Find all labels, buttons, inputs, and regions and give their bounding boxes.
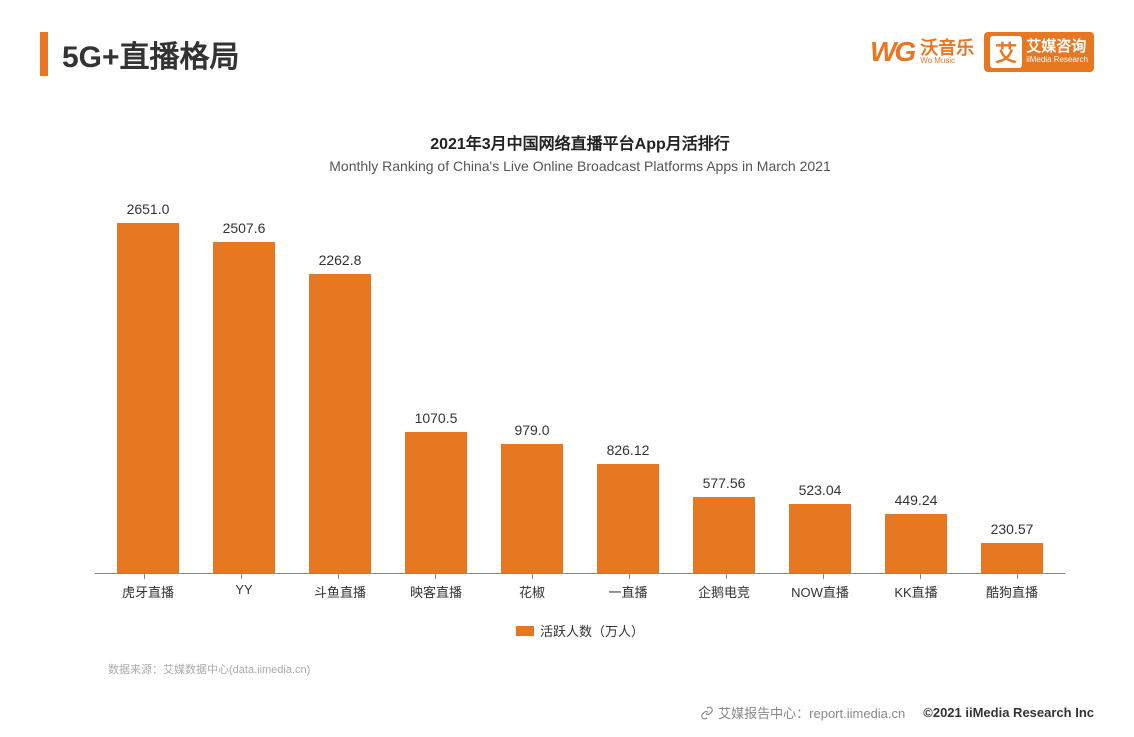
womusic-en: Wo Music: [920, 57, 974, 65]
bar-value-label: 230.57: [991, 521, 1034, 537]
data-source: 数据来源：艾媒数据中心(data.iimedia.cn): [108, 661, 310, 677]
bar-group: 826.12: [585, 442, 671, 573]
bar-group: 577.56: [681, 475, 767, 573]
accent-bar: [40, 32, 48, 76]
bar-group: 230.57: [969, 521, 1055, 573]
chart-title-en: Monthly Ranking of China's Live Online B…: [95, 158, 1065, 174]
report-center-text: 艾媒报告中心：report.iimedia.cn: [718, 703, 905, 722]
x-tick: [532, 573, 533, 579]
legend: 活跃人数（万人）: [95, 621, 1065, 640]
bar-group: 979.0: [489, 422, 575, 573]
header: 5G+直播格局 WG 沃音乐 Wo Music 艾 艾媒咨询 iiMedia R…: [0, 0, 1134, 76]
footer: 艾媒报告中心：report.iimedia.cn ©2021 iiMedia R…: [700, 703, 1094, 722]
x-tick: [629, 573, 630, 579]
bar: [597, 464, 659, 573]
x-tick: [241, 573, 242, 579]
report-center-link: 艾媒报告中心：report.iimedia.cn: [700, 703, 905, 722]
bar-value-label: 523.04: [799, 482, 842, 498]
x-tick: [435, 573, 436, 579]
x-tick: [726, 573, 727, 579]
x-tick: [823, 573, 824, 579]
bar-value-label: 1070.5: [415, 410, 458, 426]
x-label: 花椒: [489, 582, 575, 601]
bar-value-label: 2507.6: [223, 220, 266, 236]
bar: [981, 543, 1043, 573]
x-tick: [920, 573, 921, 579]
bar-group: 2507.6: [201, 220, 287, 573]
bar-value-label: 826.12: [607, 442, 650, 458]
bar: [117, 223, 179, 573]
x-label: 酷狗直播: [969, 582, 1055, 601]
x-label: 映客直播: [393, 582, 479, 601]
x-tick: [144, 573, 145, 579]
x-label: 企鹅电竞: [681, 582, 767, 601]
bar-group: 1070.5: [393, 410, 479, 573]
legend-swatch: [516, 626, 534, 636]
bar-group: 449.24: [873, 492, 959, 573]
womusic-cn: 沃音乐: [920, 39, 974, 57]
x-label: KK直播: [873, 582, 959, 601]
x-label: 虎牙直播: [105, 582, 191, 601]
chart-title-cn: 2021年3月中国网络直播平台App月活排行: [95, 130, 1065, 154]
logo-iimedia: 艾 艾媒咨询 iiMedia Research: [984, 32, 1094, 72]
bar: [501, 444, 563, 573]
x-label: 斗鱼直播: [297, 582, 383, 601]
iimedia-en: iiMedia Research: [1026, 56, 1088, 65]
bar-value-label: 2651.0: [127, 201, 170, 217]
bar-group: 2262.8: [297, 252, 383, 573]
bar: [693, 497, 755, 573]
copyright: ©2021 iiMedia Research Inc: [923, 705, 1094, 720]
link-icon: [700, 706, 714, 720]
bar: [789, 504, 851, 573]
bar-group: 2651.0: [105, 201, 191, 573]
iimedia-cn: 艾媒咨询: [1026, 39, 1088, 56]
bar-value-label: 979.0: [514, 422, 549, 438]
bar: [213, 242, 275, 573]
bar: [885, 514, 947, 573]
x-tick: [1017, 573, 1018, 579]
logo-womusic: WG 沃音乐 Wo Music: [870, 36, 974, 68]
bar-value-label: 577.56: [703, 475, 746, 491]
x-label: NOW直播: [777, 582, 863, 601]
x-tick: [338, 573, 339, 579]
legend-label: 活跃人数（万人）: [540, 621, 644, 640]
bar-value-label: 449.24: [895, 492, 938, 508]
x-label: YY: [201, 582, 287, 601]
iimedia-icon: 艾: [990, 36, 1022, 68]
bar-value-label: 2262.8: [319, 252, 362, 268]
x-label: 一直播: [585, 582, 671, 601]
title-block: 5G+直播格局: [40, 32, 240, 76]
bars-container: 2651.0 2507.6 2262.8 1070.5 979.0 826.12 577.5…: [95, 204, 1065, 574]
bar: [405, 432, 467, 573]
page-title: 5G+直播格局: [62, 32, 240, 76]
bar: [309, 274, 371, 573]
logo-group: WG 沃音乐 Wo Music 艾 艾媒咨询 iiMedia Research: [870, 32, 1094, 72]
womusic-initials: WG: [870, 36, 914, 68]
chart: 2021年3月中国网络直播平台App月活排行 Monthly Ranking o…: [95, 130, 1065, 640]
bar-group: 523.04: [777, 482, 863, 573]
